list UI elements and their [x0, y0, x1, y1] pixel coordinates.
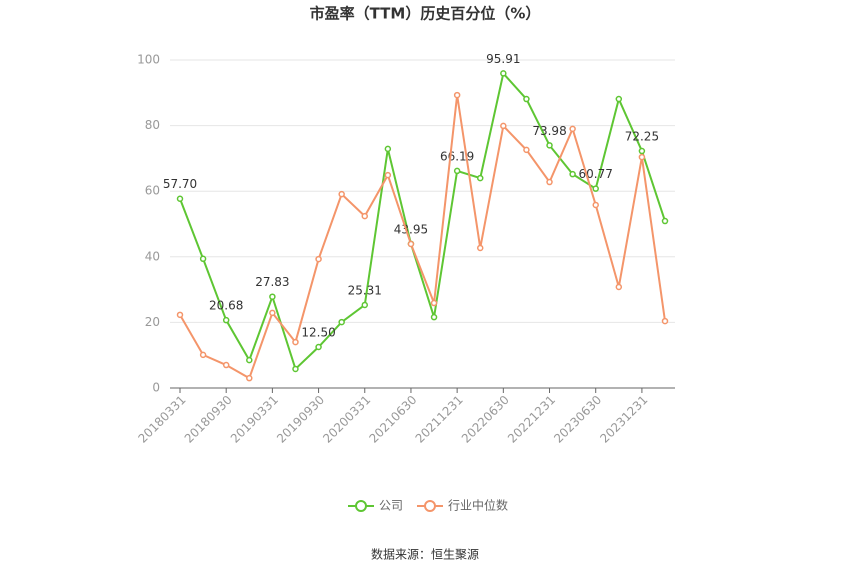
point [315, 255, 322, 263]
point [407, 240, 415, 248]
point [569, 125, 576, 133]
data-label: 72.25 [625, 130, 659, 144]
point [638, 153, 646, 161]
point [338, 190, 345, 198]
point [292, 365, 299, 373]
point [430, 313, 438, 321]
point [523, 146, 530, 154]
data-label: 57.70 [163, 177, 197, 191]
point [453, 91, 461, 99]
point [500, 70, 507, 77]
y-tick-label: 0 [152, 381, 160, 395]
y-tick-label: 60 [145, 184, 160, 198]
legend-label: 行业中位数 [448, 498, 508, 513]
data-label: 25.31 [348, 283, 382, 297]
data-label: 73.98 [532, 124, 566, 138]
point [199, 255, 207, 263]
point [500, 122, 507, 130]
x-tick-label: 20190331 [228, 393, 281, 446]
point [453, 167, 461, 175]
point [361, 301, 369, 309]
x-tick-label: 20180331 [136, 393, 189, 446]
y-tick-label: 40 [145, 249, 160, 263]
data-label: 43.95 [394, 222, 428, 236]
x-tick-label: 20230630 [551, 393, 604, 446]
point [222, 361, 230, 369]
point [246, 374, 253, 382]
legend-marker [424, 500, 436, 512]
point [546, 178, 553, 186]
point [269, 293, 276, 300]
point [246, 356, 253, 364]
point [384, 145, 392, 153]
data-label: 20.68 [209, 299, 243, 313]
point [222, 316, 230, 324]
point [384, 171, 392, 179]
y-tick-label: 20 [145, 315, 160, 329]
legend-marker [355, 500, 367, 512]
point [661, 317, 669, 325]
series-line [179, 94, 666, 380]
point [592, 185, 599, 192]
point [523, 95, 530, 103]
series-line [179, 71, 666, 371]
point [315, 343, 322, 351]
point [361, 212, 369, 220]
x-tick-label: 20211231 [413, 393, 466, 446]
data-label: 95.91 [486, 52, 520, 66]
point [615, 95, 623, 103]
point [546, 142, 553, 149]
point [592, 201, 599, 209]
x-tick-label: 20220630 [459, 393, 512, 446]
data-label: 27.83 [255, 275, 289, 289]
point [661, 217, 669, 225]
point [338, 318, 345, 326]
point [292, 338, 299, 346]
point [199, 351, 207, 359]
data-label: 12.50 [301, 326, 335, 340]
point [269, 309, 276, 317]
x-tick-label: 20180930 [182, 393, 235, 446]
point [176, 311, 184, 319]
point [430, 299, 438, 307]
chart-title: 市盈率（TTM）历史百分位（%） [310, 5, 541, 23]
x-tick-label: 20221231 [505, 393, 558, 446]
data-label: 66.19 [440, 149, 474, 163]
source: 数据来源：恒生聚源 [371, 547, 479, 562]
x-tick-label: 20210630 [366, 393, 419, 446]
x-tick-label: 20190930 [274, 393, 327, 446]
legend-label: 公司 [379, 499, 403, 513]
point [569, 170, 576, 178]
point [476, 174, 484, 182]
data-label: 60.77 [579, 167, 613, 181]
point [638, 147, 646, 155]
point [615, 283, 623, 291]
point [476, 244, 484, 252]
y-tick-label: 80 [145, 118, 160, 132]
y-tick-label: 100 [137, 53, 160, 67]
point [176, 195, 184, 202]
x-tick-label: 20231231 [597, 393, 650, 446]
x-tick-label: 20200331 [320, 393, 373, 446]
